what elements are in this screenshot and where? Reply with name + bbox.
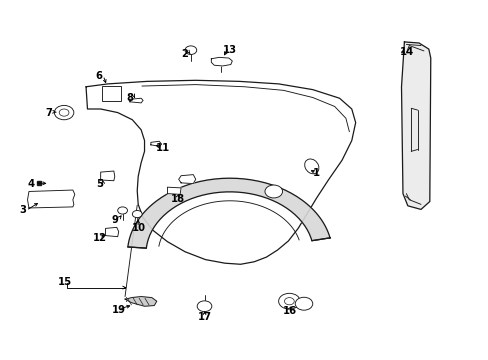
Text: 10: 10: [131, 224, 145, 233]
Text: 12: 12: [92, 233, 106, 243]
Polygon shape: [401, 42, 430, 210]
Text: 16: 16: [282, 306, 296, 316]
Text: 5: 5: [96, 179, 102, 189]
Circle shape: [264, 185, 282, 198]
Text: 6: 6: [96, 71, 102, 81]
Text: 13: 13: [222, 45, 236, 55]
Circle shape: [59, 109, 69, 116]
Text: 3: 3: [19, 206, 26, 216]
Text: 15: 15: [58, 277, 72, 287]
Text: 19: 19: [112, 305, 125, 315]
Polygon shape: [125, 297, 157, 306]
Polygon shape: [151, 141, 161, 146]
Circle shape: [284, 298, 294, 305]
Circle shape: [118, 207, 127, 214]
Polygon shape: [27, 190, 75, 208]
Polygon shape: [178, 175, 195, 184]
Text: 7: 7: [45, 108, 52, 118]
Text: 14: 14: [399, 46, 413, 57]
Polygon shape: [211, 57, 232, 66]
Circle shape: [197, 301, 211, 312]
Polygon shape: [101, 171, 115, 181]
Text: 4: 4: [27, 179, 35, 189]
Ellipse shape: [304, 159, 318, 174]
Text: 1: 1: [312, 168, 319, 178]
Polygon shape: [167, 187, 181, 194]
Polygon shape: [86, 80, 355, 264]
Circle shape: [54, 105, 74, 120]
Text: 18: 18: [170, 194, 184, 204]
Text: 9: 9: [112, 215, 119, 225]
Polygon shape: [127, 178, 329, 248]
Text: 8: 8: [126, 93, 133, 103]
Circle shape: [278, 293, 300, 309]
Polygon shape: [130, 98, 143, 103]
Circle shape: [132, 211, 142, 218]
Circle shape: [295, 297, 312, 310]
FancyBboxPatch shape: [102, 86, 121, 102]
Text: 2: 2: [181, 49, 187, 59]
Circle shape: [184, 46, 196, 54]
Polygon shape: [105, 227, 119, 237]
Text: 17: 17: [198, 312, 212, 322]
Text: 11: 11: [156, 143, 170, 153]
